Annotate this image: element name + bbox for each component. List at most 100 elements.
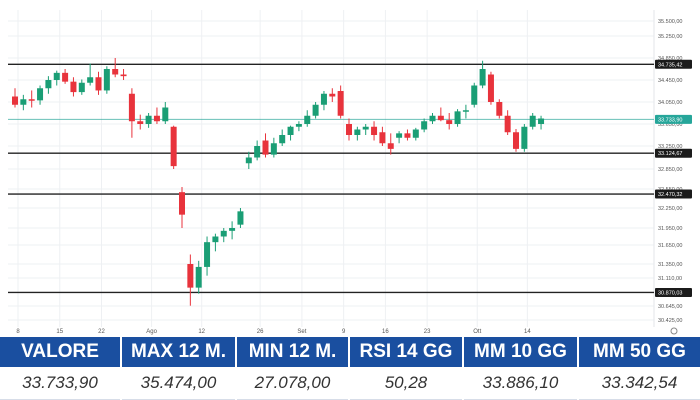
candle-body <box>346 124 352 135</box>
candle-body <box>128 93 135 122</box>
candle-body <box>421 121 428 130</box>
candle-body <box>404 133 411 138</box>
candle-body <box>320 93 327 105</box>
last-price-label: 33.733,90 <box>658 117 682 123</box>
x-tick-label: 16 <box>382 329 389 335</box>
stats-bar: VALORE 33.733,90 MAX 12 M. 35.474,00 MIN… <box>0 337 700 400</box>
y-tick-label: 34.050,00 <box>658 100 682 106</box>
y-tick-label: 33.650,00 <box>658 122 682 128</box>
candle-body <box>279 135 286 144</box>
level-label: 30.870,03 <box>658 290 682 296</box>
candle-body <box>153 115 160 122</box>
candle-body <box>45 80 52 89</box>
stat-rsi-14gg: RSI 14 GG 50,28 <box>350 337 464 400</box>
candle-body <box>70 81 77 93</box>
level-label-bg <box>655 189 692 199</box>
candle-body <box>337 91 344 116</box>
level-label: 32.470,32 <box>658 192 682 198</box>
candle-body <box>254 146 261 158</box>
stat-value: 33.886,10 <box>464 367 577 400</box>
candle-body <box>429 115 436 122</box>
stat-mm-10gg: MM 10 GG 33.886,10 <box>464 337 579 400</box>
candle-body <box>521 126 528 149</box>
stat-label: MM 10 GG <box>464 337 577 367</box>
candle-body <box>262 140 269 155</box>
level-label: 34.735,42 <box>658 62 682 68</box>
candle-body <box>120 74 127 77</box>
candle-body <box>12 96 18 105</box>
candle-body <box>379 132 386 144</box>
last-price-label-bg <box>655 114 692 124</box>
candle-body <box>195 266 202 288</box>
candle-body <box>287 126 294 135</box>
level-label-bg <box>655 59 692 69</box>
y-tick-label: 34.850,00 <box>658 56 682 62</box>
candle-body <box>454 111 461 124</box>
y-tick-label: 30.425,00 <box>658 318 682 324</box>
candle-body <box>220 230 227 237</box>
stat-value: 27.078,00 <box>237 367 348 400</box>
candle-body <box>179 192 185 215</box>
candle-body <box>529 115 536 127</box>
y-tick-label: 35.250,00 <box>658 34 682 40</box>
candle-body <box>245 157 252 164</box>
candle-body <box>412 129 419 138</box>
candle-body <box>354 129 361 135</box>
candle-body <box>462 110 469 112</box>
x-tick-label: Ott <box>473 329 481 335</box>
stat-label: VALORE <box>0 337 120 367</box>
x-tick-label: 8 <box>16 329 20 335</box>
x-tick-label: Ago <box>146 329 157 335</box>
candle-body <box>137 121 144 124</box>
candle-body <box>446 120 453 124</box>
candle-body <box>513 132 519 149</box>
candle-body <box>362 126 369 130</box>
candle-body <box>37 88 44 101</box>
x-tick-label: 26 <box>257 329 264 335</box>
candle-body <box>237 211 244 225</box>
y-tick-label: 31.350,00 <box>658 262 682 268</box>
candle-body <box>95 77 102 91</box>
candle-body <box>329 93 336 97</box>
y-tick-label: 34.450,00 <box>658 78 682 84</box>
y-tick-label: 31.950,00 <box>658 226 682 232</box>
y-tick-label: 33.250,00 <box>658 144 682 150</box>
y-tick-label: 31.650,00 <box>658 243 682 249</box>
stat-min-12m: MIN 12 M. 27.078,00 <box>237 337 350 400</box>
candle-body <box>538 118 545 124</box>
candle-body <box>53 72 60 80</box>
candle-body <box>170 126 177 167</box>
stat-value: 35.474,00 <box>122 367 235 400</box>
candle-body <box>212 236 219 243</box>
y-tick-label: 30.645,00 <box>658 304 682 310</box>
candle-body <box>371 126 378 135</box>
stat-label: MM 50 GG <box>579 337 700 367</box>
candle-body <box>387 143 394 149</box>
stat-max-12m: MAX 12 M. 35.474,00 <box>122 337 237 400</box>
settings-icon <box>670 327 678 335</box>
candle-body <box>20 99 27 105</box>
candle-body <box>204 242 211 267</box>
candle-body <box>304 115 311 124</box>
stat-value: 33.342,54 <box>579 367 700 400</box>
y-tick-label: 35.500,00 <box>658 19 682 25</box>
candle-body <box>229 228 236 231</box>
y-tick-label: 32.850,00 <box>658 167 682 173</box>
y-tick-label: 32.250,00 <box>658 206 682 212</box>
candle-body <box>295 124 302 127</box>
candle-body <box>103 69 110 91</box>
level-label-bg <box>655 148 692 158</box>
y-tick-label: 31.110,00 <box>658 276 682 282</box>
stat-value: 50,28 <box>350 367 462 400</box>
candle-body <box>112 69 119 75</box>
candle-body <box>487 74 494 102</box>
candle-body <box>145 115 152 124</box>
x-tick-label: 12 <box>198 329 205 335</box>
candle-body <box>471 85 478 105</box>
x-tick-label: 9 <box>342 329 346 335</box>
x-tick-label: 23 <box>424 329 431 335</box>
stat-value: 33.733,90 <box>0 367 120 400</box>
candle-body <box>437 115 444 121</box>
candle-body <box>270 143 277 155</box>
stat-label: MIN 12 M. <box>237 337 348 367</box>
